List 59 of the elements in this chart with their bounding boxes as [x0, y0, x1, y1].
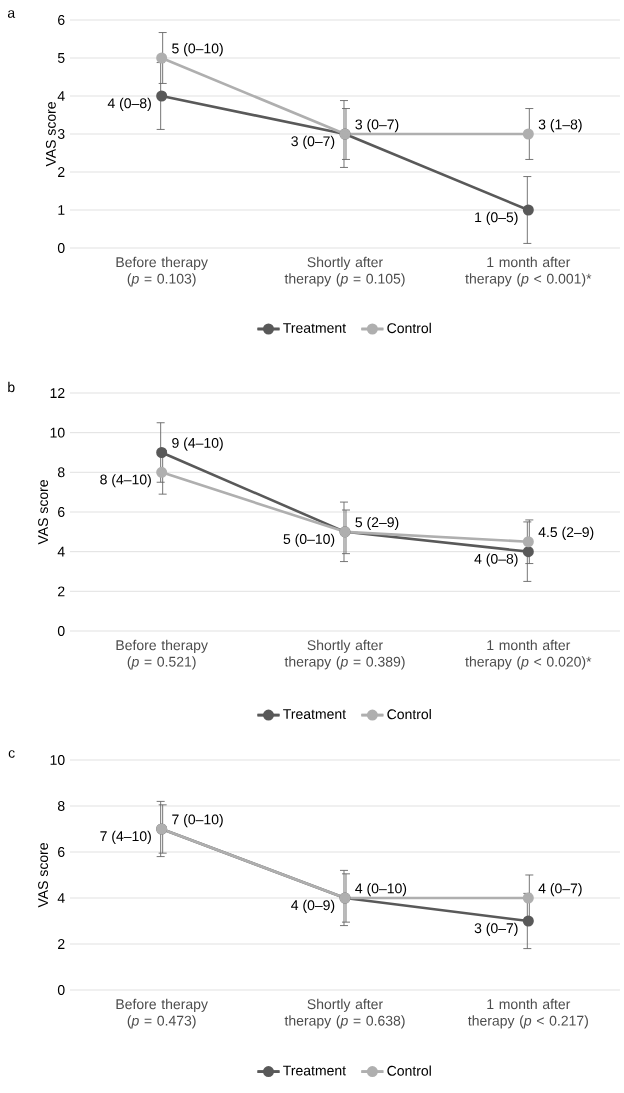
y-tick-label: 0 — [57, 626, 65, 636]
x-tick-label: Before therapy (p = 0.103) — [116, 256, 208, 287]
data-label: 9 (4–10) — [172, 437, 223, 451]
data-label: 4 (0–8) — [107, 97, 151, 111]
x-tick-label: Shortly after therapy (p = 0.638) — [284, 998, 405, 1029]
y-tick-label: 8 — [57, 467, 65, 478]
x-tick-label: 1 month after therapy (p < 0.020)* — [465, 639, 592, 670]
x-tick-label: Shortly after therapy (p = 0.389) — [284, 639, 405, 670]
x-tick-label: 1 month after therapy (p < 0.217) — [468, 998, 588, 1029]
y-tick-label: 2 — [58, 167, 65, 177]
legend-label: Control — [387, 708, 431, 720]
data-label: 4.5 (2–9) — [538, 526, 594, 540]
y-tick-label: 1 — [58, 205, 65, 215]
y-tick-label: 4 — [57, 893, 65, 903]
y-tick-label: 2 — [58, 586, 65, 597]
y-tick-label: 10 — [50, 755, 65, 765]
y-tick-label: 0 — [57, 985, 65, 995]
y-tick-label: 5 — [57, 53, 65, 63]
data-label: 4 (0–10) — [355, 883, 407, 897]
x-tick-label: 1 month after therapy (p < 0.001)* — [465, 256, 592, 287]
legend-label: Treatment — [283, 323, 346, 333]
data-label: 5 (0–10) — [172, 43, 223, 57]
y-tick-label: 8 — [57, 801, 65, 811]
y-tick-label: 6 — [58, 15, 65, 25]
chart-title: b — [8, 381, 15, 393]
legend-label: Treatment — [283, 1065, 346, 1076]
data-label: 8 (4–10) — [100, 474, 151, 488]
legend-label: Control — [387, 322, 431, 334]
data-label: 3 (0–7) — [474, 922, 518, 936]
data-label: 7 (0–10) — [172, 814, 223, 828]
chart-title: c — [8, 750, 15, 758]
x-tick-label: Before therapy (p = 0.521) — [116, 639, 208, 670]
data-label: 4 (0–9) — [291, 899, 335, 913]
y-tick-label: 4 — [57, 91, 65, 101]
data-label: 7 (4–10) — [100, 830, 151, 844]
y-tick-label: 12 — [50, 388, 65, 398]
y-tick-label: 6 — [58, 847, 65, 857]
data-label: 4 (0–7) — [538, 883, 582, 897]
data-label: 4 (0–8) — [474, 553, 518, 567]
y-tick-label: 3 — [57, 129, 65, 139]
chart-title: a — [7, 10, 16, 18]
x-tick-label: Shortly after therapy (p = 0.105) — [284, 256, 405, 287]
y-tick-label: 4 — [57, 546, 65, 557]
legend-label: Treatment — [283, 709, 346, 719]
y-axis-title: VAS score — [38, 480, 49, 545]
y-tick-label: 2 — [58, 939, 65, 949]
y-axis-title: VAS score — [45, 102, 56, 167]
legend-label: Control — [387, 1065, 431, 1076]
y-tick-label: 0 — [57, 243, 65, 253]
data-label: 3 (1–8) — [538, 119, 582, 133]
data-label: 5 (0–10) — [283, 533, 335, 547]
y-axis-title: VAS score — [38, 843, 49, 908]
y-tick-label: 6 — [58, 507, 65, 517]
y-tick-label: 10 — [50, 427, 65, 438]
data-label: 5 (2–9) — [355, 516, 399, 530]
x-tick-label: Before therapy (p = 0.473) — [116, 998, 208, 1029]
data-label: 1 (0–5) — [475, 211, 518, 225]
data-label: 3 (0–7) — [291, 135, 335, 149]
data-label: 3 (0–7) — [355, 119, 399, 133]
